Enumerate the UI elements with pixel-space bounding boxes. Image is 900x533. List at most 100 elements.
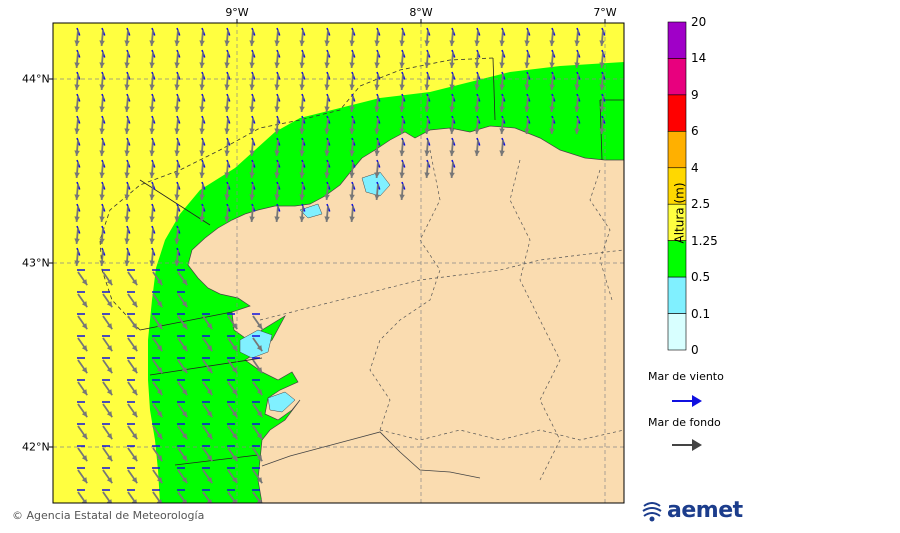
swell-arrow-head xyxy=(181,367,188,374)
swell-arrow-head xyxy=(424,62,430,68)
colorbar-tick-label: 4 xyxy=(691,160,699,175)
swell-arrow-head xyxy=(99,62,105,68)
swell-arrow-head xyxy=(231,345,238,352)
swell-arrow-head xyxy=(256,345,263,352)
swell-arrow-head xyxy=(274,172,280,178)
swell-arrow-head xyxy=(424,84,430,90)
swell-arrow-head xyxy=(199,40,205,46)
swell-arrow-head xyxy=(549,84,555,90)
swell-arrow-head xyxy=(99,194,105,200)
aemet-logo-icon xyxy=(642,502,662,522)
swell-arrow-head xyxy=(206,345,213,352)
swell-arrow-head xyxy=(199,194,205,200)
swell-arrow-head xyxy=(224,84,230,90)
low-wave-area xyxy=(299,203,323,219)
colorbar-tick-label: 9 xyxy=(691,87,699,102)
swell-arrow-head xyxy=(206,323,213,330)
swell-arrow-head xyxy=(299,106,305,112)
swell-arrow-head xyxy=(424,40,430,46)
graticule xyxy=(53,23,624,503)
swell-arrow-head xyxy=(206,455,213,462)
swell-arrow-head xyxy=(124,84,130,90)
swell-arrow-head xyxy=(499,62,505,68)
wind-sea-legend-label: Mar de viento xyxy=(648,370,724,383)
swell-arrow-head xyxy=(474,40,480,46)
swell-arrow-head xyxy=(399,172,405,178)
swell-arrow-head xyxy=(181,279,188,286)
swell-arrow-head xyxy=(106,301,113,308)
swell-arrow-head xyxy=(131,389,138,396)
swell-arrow-head xyxy=(149,84,155,90)
swell-arrow-head xyxy=(424,106,430,112)
swell-arrow-head xyxy=(499,128,505,134)
colorbar-tick-label: 6 xyxy=(691,124,699,139)
swell-arrow-head xyxy=(106,323,113,330)
colorbar-tick-label: 0.5 xyxy=(691,270,711,285)
swell-arrow-head xyxy=(199,128,205,134)
swell-arrow-icon xyxy=(672,439,702,451)
swell-arrow-head xyxy=(324,106,330,112)
swell-arrow-head xyxy=(249,194,255,200)
swell-arrow-head xyxy=(249,128,255,134)
swell-arrow-head xyxy=(74,84,80,90)
swell-arrow-head xyxy=(199,84,205,90)
swell-arrow-head xyxy=(99,150,105,156)
swell-arrow-head xyxy=(174,216,180,222)
swell-arrow-head xyxy=(324,172,330,178)
swell-arrow-head xyxy=(149,62,155,68)
swell-arrow-head xyxy=(156,345,163,352)
swell-arrow-head xyxy=(131,499,137,503)
swell-arrow-head xyxy=(174,238,180,244)
swell-arrow-head xyxy=(574,62,580,68)
swell-arrow-head xyxy=(74,150,80,156)
swell-arrow-head xyxy=(156,433,163,440)
swell-arrow-head xyxy=(549,128,555,134)
swell-arrow-head xyxy=(299,216,305,222)
longitude-label: 7°W xyxy=(593,6,617,19)
swell-arrow-head xyxy=(81,411,88,418)
swell-arrow-head xyxy=(256,323,263,330)
swell-arrow-head xyxy=(256,367,263,374)
swell-arrow-head xyxy=(106,433,113,440)
swell-arrow-head xyxy=(156,411,163,418)
swell-arrow-head xyxy=(174,260,180,266)
colorbar-band xyxy=(667,131,687,169)
swell-arrow-head xyxy=(549,62,555,68)
swell-arrow-head xyxy=(174,128,180,134)
swell-arrow-head xyxy=(231,411,238,418)
swell-arrow-head xyxy=(74,40,80,46)
swell-arrow-head xyxy=(474,128,480,134)
swell-arrow-head xyxy=(106,367,113,374)
swell-arrow-head xyxy=(124,62,130,68)
swell-arrow-head xyxy=(374,172,380,178)
swell-arrow-head xyxy=(549,40,555,46)
swell-arrow-head xyxy=(449,40,455,46)
swell-arrow-head xyxy=(449,84,455,90)
swell-arrow-head xyxy=(81,433,88,440)
swell-arrow-head xyxy=(206,367,213,374)
swell-arrow-head xyxy=(599,106,605,112)
swell-arrow-head xyxy=(274,128,280,134)
swell-arrow-head xyxy=(206,411,213,418)
swell-arrow-head xyxy=(549,106,555,112)
swell-arrow-head xyxy=(181,323,188,330)
wind-sea-arrow-icon xyxy=(672,395,702,407)
swell-arrow-head xyxy=(106,411,113,418)
swell-arrow-head xyxy=(324,128,330,134)
swell-arrow-head xyxy=(599,62,605,68)
swell-arrow-head xyxy=(274,106,280,112)
colorbar-band xyxy=(667,240,687,278)
swell-arrow-head xyxy=(399,40,405,46)
swell-arrow-head xyxy=(156,367,163,374)
swell-arrow-head xyxy=(149,216,155,222)
wave-height-colorbar xyxy=(667,21,687,351)
swell-arrow-head xyxy=(106,279,113,286)
swell-arrow-head xyxy=(181,345,188,352)
swell-arrow-head xyxy=(224,216,230,222)
swell-arrow-head xyxy=(324,40,330,46)
swell-arrow-head xyxy=(124,216,130,222)
swell-arrow-head xyxy=(299,172,305,178)
low-wave-area xyxy=(239,329,273,359)
swell-arrow-head xyxy=(424,150,430,156)
swell-arrow-head xyxy=(399,84,405,90)
